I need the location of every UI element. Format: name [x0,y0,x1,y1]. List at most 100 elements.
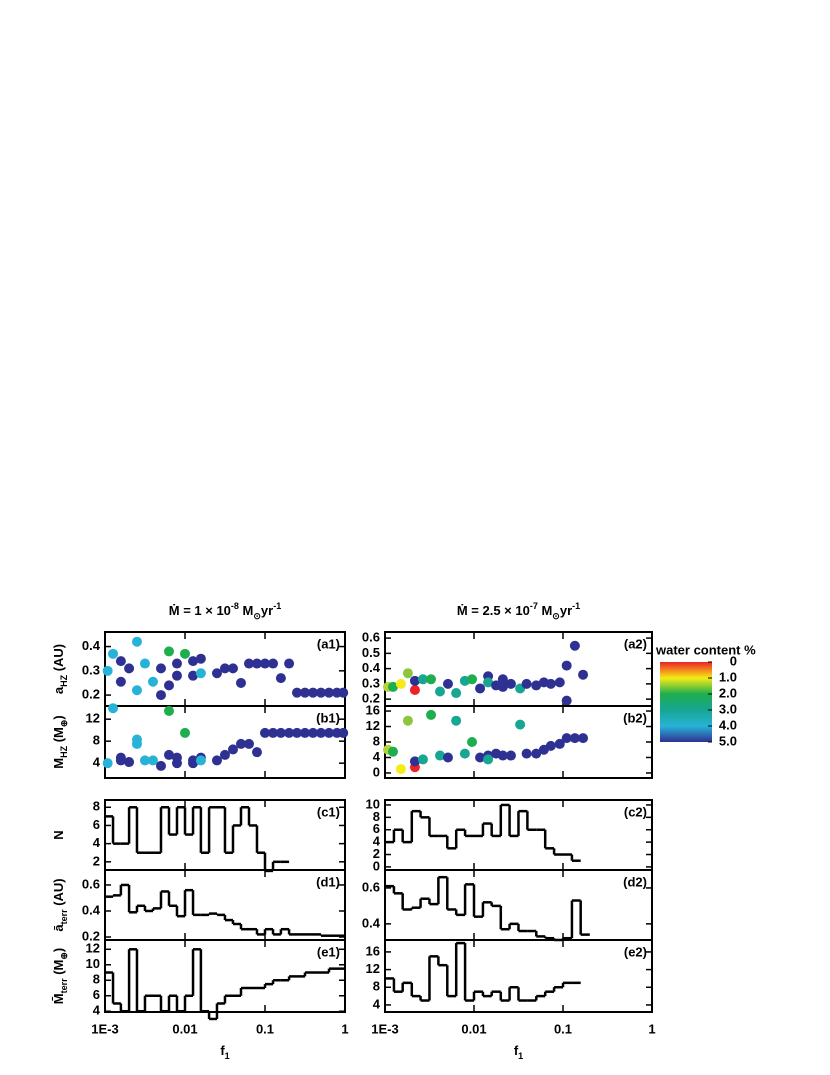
panel-title: Ṁ = 2.5 × 10-7 M⊙yr-1 [457,601,580,621]
y-tick-label: 8 [373,979,380,994]
point [102,665,113,676]
point [115,656,126,667]
point [561,660,572,671]
point [315,727,326,738]
y-axis-label-part: a [51,686,66,694]
y-tick-label: 0 [373,858,380,873]
y-tick-label: 0.4 [82,902,101,917]
point [324,687,335,698]
y-axis-label: N [51,830,66,839]
point [164,646,175,657]
point [475,683,486,694]
point [180,648,190,659]
point [188,670,199,681]
point [188,758,199,769]
y-tick-label: 0 [373,764,380,779]
point [531,680,542,691]
x-axis-label-part: f [220,1043,225,1058]
panel-title-part: ⊙ [552,611,560,621]
y-axis-label-part: HZ [59,674,69,686]
panel-title-part: -1 [572,601,580,611]
point [417,754,428,765]
point [227,744,238,755]
y-axis-label-part: ā [51,924,66,932]
point [260,727,270,738]
y-axis-label-part: HZ [59,745,69,757]
point [268,727,279,738]
point [578,669,589,680]
panel-label: (e2) [624,944,647,959]
point [164,705,175,716]
y-tick-label: 4 [373,749,381,764]
x-tick-label: 0.01 [172,1021,197,1036]
colorbar-tick-label: 4.0 [719,717,737,732]
point [108,703,119,714]
point [284,658,295,669]
y-tick-label: 8 [93,799,100,814]
point [467,674,478,685]
y-tick-label: 8 [93,733,100,748]
point [521,678,532,689]
point [227,663,238,674]
panel-title-part: M [239,603,253,618]
y-tick-label: 12 [86,711,100,726]
y-tick-label: 16 [366,943,380,958]
y-axis-label: āterr (AU) [51,878,69,931]
point [108,648,119,659]
point [409,675,420,686]
point [545,740,556,751]
point [155,760,166,771]
colorbar-tick-label: 5.0 [719,733,737,748]
point [124,757,135,768]
y-tick-label: 10 [86,956,100,971]
point [139,755,150,766]
point [235,738,246,749]
y-tick-label: 0.2 [82,928,100,943]
x-axis-label: f1 [220,1043,229,1061]
panel-label: (a2) [624,636,647,651]
point [483,677,494,688]
y-tick-label: 0.4 [362,915,381,930]
panel-frame [104,939,346,1013]
point [244,658,255,669]
point [195,755,206,766]
point [409,684,420,695]
x-tick-label: 0.1 [256,1021,274,1036]
panel-label: (d1) [316,874,340,889]
x-axis-label-part: f [514,1043,519,1058]
panel-title-part: ⊙ [253,611,261,621]
point [171,658,182,669]
y-axis-label-part: (M [51,960,66,979]
point [417,674,428,685]
point [561,733,572,744]
y-axis-label-part: M̄ [51,993,66,1004]
panel-title-part: -7 [530,601,538,611]
point [291,687,302,698]
point [131,685,142,696]
y-tick-label: 4 [93,835,101,850]
x-tick-label: 0.1 [554,1021,572,1036]
point [531,748,542,759]
point [275,673,286,684]
point [515,719,526,730]
point [497,674,508,685]
point [497,750,508,761]
y-tick-label: 4 [373,996,381,1011]
point [561,695,572,706]
point [260,658,270,669]
panel-label: (a1) [317,636,340,651]
point [251,658,262,669]
point [388,746,399,757]
y-tick-label: 0.3 [362,675,380,690]
y-tick-label: 10 [366,796,380,811]
y-tick-label: 0.3 [82,662,100,677]
panel-title-part: -1 [273,601,281,611]
point [324,727,335,738]
point [426,674,437,685]
panel-label: (e1) [317,944,340,959]
panel-frame [384,705,653,779]
point [211,668,222,679]
x-axis-label: f1 [514,1043,523,1061]
y-tick-label: 8 [93,972,100,987]
